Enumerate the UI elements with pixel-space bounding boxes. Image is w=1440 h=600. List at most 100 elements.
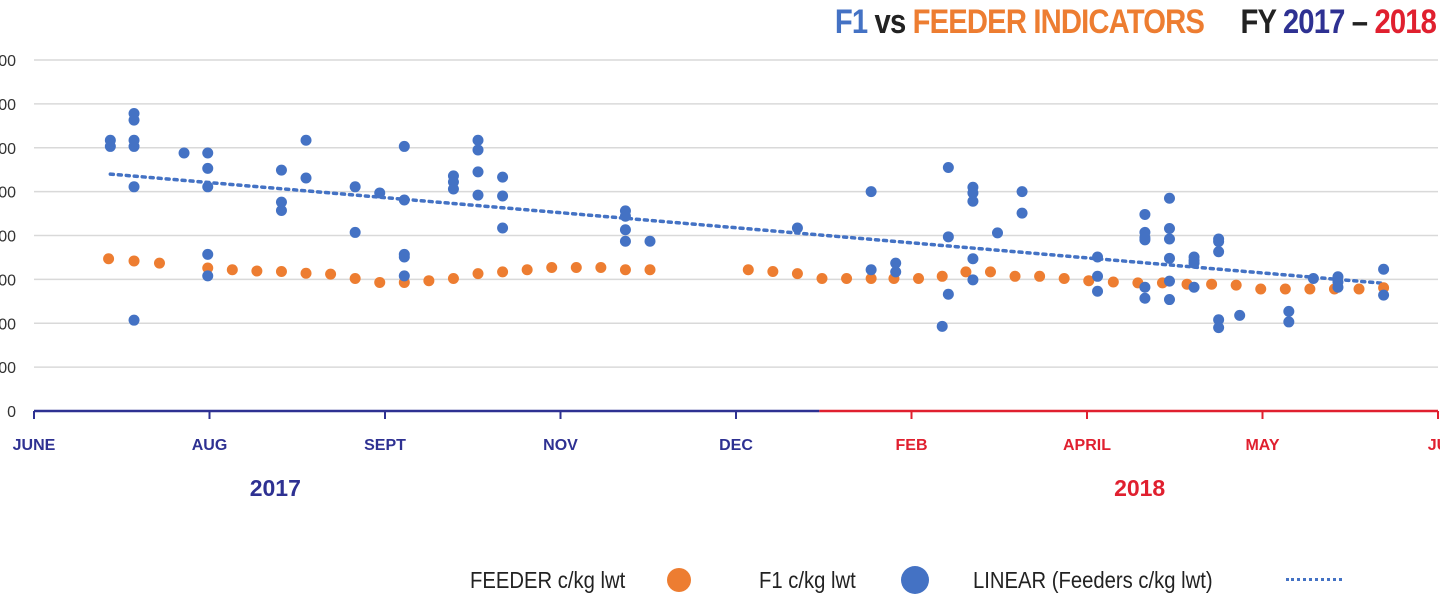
year-label: 2017 (250, 475, 301, 501)
feeder-point (1107, 276, 1119, 288)
f1-point (374, 187, 386, 199)
f1-point (644, 235, 656, 247)
title-dash: – (1351, 3, 1368, 41)
feeder-point (1206, 278, 1218, 290)
x-tick-label: DEC (719, 437, 753, 454)
legend: FEEDER c/kg lwt F1 c/kg lwt LINEAR (Feed… (0, 560, 1440, 600)
feeder-point (936, 270, 948, 282)
f1-point (202, 181, 214, 193)
x-tick-label: AUG (192, 437, 228, 454)
f1-point (967, 187, 979, 199)
f1-point (890, 257, 902, 269)
f1-point (936, 320, 948, 332)
y-tick-label: 00 (0, 141, 16, 158)
f1-point (1283, 305, 1295, 317)
f1-series (104, 108, 1390, 334)
f1-point (1139, 281, 1151, 293)
feeder-point (984, 266, 996, 278)
feeder-point (521, 264, 533, 276)
feeder-point (1279, 283, 1291, 295)
f1-point (1234, 309, 1246, 321)
f1-point (1163, 252, 1175, 264)
f1-point (1016, 186, 1028, 198)
f1-point (1213, 246, 1225, 258)
feeder-point (570, 262, 582, 274)
f1-point (1163, 275, 1175, 287)
f1-point (202, 147, 214, 159)
feeder-point (960, 266, 972, 278)
f1-point (942, 161, 954, 173)
f1-point (497, 190, 509, 202)
title-feeder: FEEDER INDICATORS (912, 3, 1205, 41)
x-tick-label: NOV (543, 437, 578, 454)
feeder-point (472, 268, 484, 280)
f1-point (398, 251, 410, 263)
f1-point (967, 274, 979, 286)
f1-point (1188, 257, 1200, 269)
y-tick-label: 0 (7, 404, 16, 421)
feeder-point (595, 262, 607, 274)
feeder-point (865, 272, 877, 284)
x-tick-label: MAY (1245, 437, 1279, 454)
legend-linear-marker (1286, 578, 1342, 581)
f1-point (1213, 322, 1225, 334)
year-label: 2018 (1114, 475, 1165, 501)
title-vs: vs (874, 3, 906, 41)
linear-trendline (108, 172, 1386, 286)
f1-point (1163, 192, 1175, 204)
f1-point (349, 226, 361, 238)
f1-point (942, 231, 954, 243)
f1-point (865, 186, 877, 198)
feeder-point (1058, 272, 1070, 284)
f1-point (472, 134, 484, 146)
f1-point (497, 171, 509, 183)
y-tick-label: 00 (0, 229, 16, 246)
f1-point (300, 134, 312, 146)
x-tick-label: JU (1428, 437, 1440, 454)
f1-point (472, 166, 484, 178)
x-tick-label: FEB (896, 437, 928, 454)
feeder-point (325, 268, 337, 280)
legend-item-linear: LINEAR (Feeders c/kg lwt) (973, 560, 1245, 600)
feeder-point (1083, 275, 1095, 287)
f1-point (398, 140, 410, 152)
f1-point (967, 253, 979, 265)
feeder-point (841, 272, 853, 284)
f1-point (1163, 222, 1175, 234)
legend-feeder-marker (667, 568, 691, 592)
feeder-point (423, 275, 435, 287)
f1-point (1163, 294, 1175, 306)
f1-point (890, 266, 902, 278)
f1-point (128, 314, 140, 326)
y-tick-label: 00 (0, 316, 16, 333)
legend-label-feeder: FEEDER c/kg lwt (470, 567, 626, 593)
f1-point (398, 270, 410, 282)
legend-f1-marker (901, 566, 929, 594)
f1-point (1213, 236, 1225, 248)
trendline (108, 172, 1386, 286)
f1-point (1378, 289, 1390, 301)
f1-point (1139, 208, 1151, 220)
feeder-point (226, 264, 238, 276)
y-tick-label: 00 (0, 53, 16, 70)
legend-item-feeder: FEEDER c/kg lwt (470, 560, 646, 600)
f1-point (202, 162, 214, 174)
f1-point (1139, 234, 1151, 246)
f1-point (178, 147, 190, 159)
feeder-point (1034, 270, 1046, 282)
feeder-point (128, 255, 140, 267)
y-tick-label: 00 (0, 272, 16, 289)
f1-point (991, 227, 1003, 239)
f1-point (472, 144, 484, 156)
f1-point (349, 181, 361, 193)
title-year-2018: 2018 (1374, 3, 1436, 41)
f1-point (128, 140, 140, 152)
f1-point (619, 235, 631, 247)
f1-point (300, 172, 312, 184)
x-tick-label: JUNE (13, 437, 56, 454)
title-fy: FY (1240, 3, 1276, 41)
feeder-point (1009, 270, 1021, 282)
f1-point (1378, 263, 1390, 275)
title-f1: F1 (834, 3, 868, 41)
f1-point (1332, 281, 1344, 293)
